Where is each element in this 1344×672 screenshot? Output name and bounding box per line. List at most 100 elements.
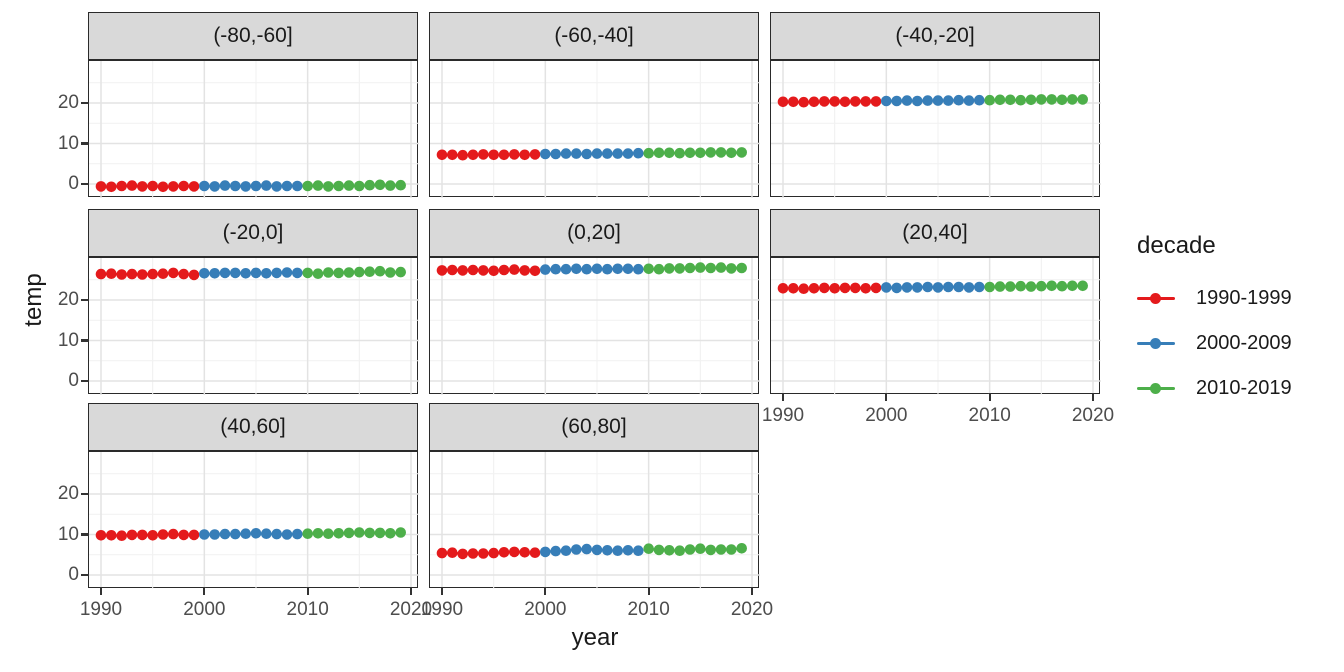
data-point [1046,94,1057,105]
x-tick-mark [781,393,785,401]
data-point [808,96,820,108]
data-point [674,147,685,159]
data-point [374,527,386,539]
data-point [95,530,107,541]
data-point [1036,280,1047,292]
panel-plot-area [429,257,760,395]
data-point [684,262,696,274]
panel-canvas [771,258,1101,395]
data-point [354,180,365,192]
data-point [870,282,882,294]
data-point [261,180,272,191]
data-point [281,529,293,540]
data-point [488,149,499,161]
data-point [509,149,520,160]
y-tick-label: 10 [57,132,79,154]
data-point [447,264,458,276]
data-point [116,530,127,541]
data-point [674,545,685,556]
data-point [323,528,334,539]
x-tick-label: 2010 [286,599,329,620]
facet-strip: (20,40] [770,209,1100,257]
data-point [891,95,902,107]
x-tick-mark [647,587,650,595]
panel-canvas [89,258,419,395]
data-point [467,149,479,161]
data-point [1005,94,1016,106]
data-point [540,546,551,558]
data-point [881,282,892,293]
y-tick-mark [81,339,89,342]
data-point [591,544,603,556]
data-point [271,267,282,279]
legend-key-icon [1137,338,1175,350]
data-point [271,181,282,192]
data-point [581,148,592,160]
panel-canvas [430,61,760,198]
x-tick-mark [750,587,754,595]
data-point [302,267,313,279]
data-point [436,149,448,161]
data-point [137,181,148,192]
data-point [1046,280,1057,292]
data-point [157,181,169,193]
data-point [199,529,210,540]
data-point [250,180,262,192]
data-point [1036,94,1047,105]
data-point [819,282,830,294]
data-point [653,263,665,275]
data-point [529,265,541,277]
data-point [116,269,127,280]
data-point [250,528,262,539]
data-point [829,283,840,294]
y-tick-mark [81,492,89,496]
data-point [540,148,551,160]
data-point [457,548,468,560]
data-point [839,282,851,294]
data-point [509,546,520,558]
data-point [312,268,324,279]
data-point [147,268,158,280]
x-tick-label: 2000 [183,599,226,620]
data-point [984,94,995,106]
data-point [560,148,572,159]
data-point [695,543,706,554]
y-tick-label: 20 [57,289,79,310]
data-point [540,264,551,275]
data-point [819,96,830,107]
x-tick-mark [1091,393,1095,401]
data-point [1067,280,1078,292]
data-point [126,529,138,541]
facet-strip: (-40,-20] [770,12,1100,60]
panel-plot-area: 0 10 20 [58,60,419,198]
x-tick-label: 2020 [730,599,774,620]
data-point [343,527,355,539]
data-point [622,545,634,556]
data-point [850,96,861,107]
data-point [478,548,489,559]
y-tick-label: 10 [57,523,79,545]
y-tick-label: 0 [68,564,79,585]
data-point [95,268,107,280]
data-point [798,96,809,108]
data-point [292,528,303,540]
data-point [653,544,665,556]
data-point [199,268,210,279]
data-point [106,181,117,193]
data-point [157,268,169,279]
data-point [602,148,613,159]
data-point [612,545,623,556]
legend-item-label: 1990-1999 [1196,287,1292,309]
data-point [994,94,1006,106]
legend: decade 1990-1999 2000-2009 2010-2019 [1137,232,1337,399]
data-point [395,266,407,278]
data-point [922,281,933,293]
data-point [736,543,747,554]
facet-strip: (40,60] [88,403,418,451]
data-point [1077,94,1088,105]
data-point [860,283,871,294]
facet-strip-label: (40,60] [220,415,286,438]
panel-canvas [430,452,760,589]
data-point [519,547,530,558]
